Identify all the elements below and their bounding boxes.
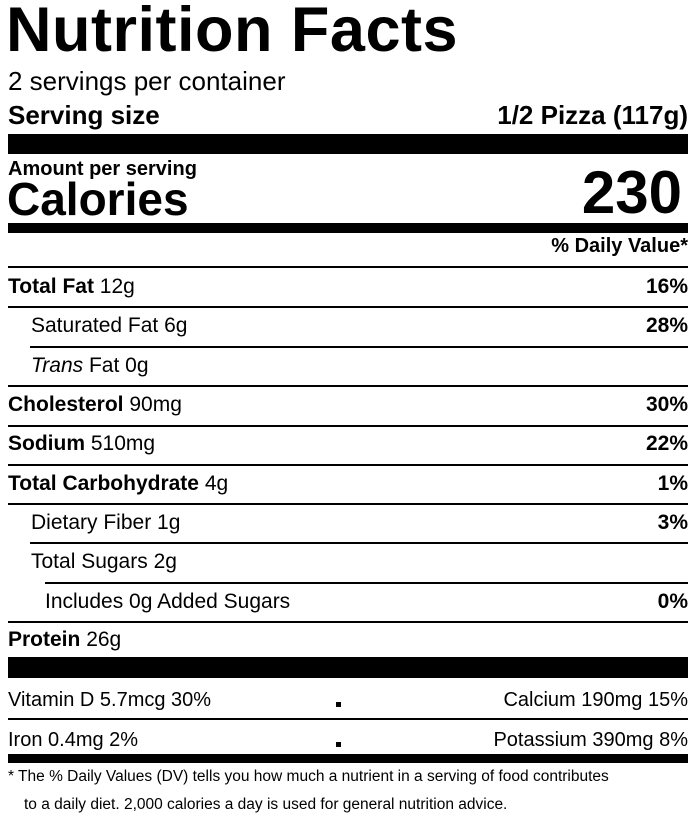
nutrient-row: Total Fat 12g 16% [8,274,688,300]
divider [8,503,688,505]
nutrient-amount: 26g [86,628,122,651]
daily-value-header: % Daily Value* [551,235,688,257]
calories-label: Calories [7,173,189,225]
nutrient-amount: 12g [99,275,135,298]
divider-medium [8,754,688,763]
nutrient-name: Dietary Fiber [31,511,152,534]
nutrient-name: Sodium [8,432,85,455]
serving-size-label: Serving size [8,100,160,130]
divider [8,385,688,387]
nutrient-dv: 28% [645,314,688,337]
vitamin: Iron 0.4mg 2% [8,729,139,751]
divider [8,306,688,308]
calories-value: 230 [581,159,682,226]
servings: 2 servings per container [8,66,286,96]
divider [30,542,688,544]
nutrient-row: Trans Fat 0g [31,353,688,379]
nutrient-name: Includes 0g Added Sugars [45,590,291,613]
nutrient-row: Total Sugars 2g [31,549,688,575]
nutrient-name: Saturated Fat [31,314,159,337]
nutrient-amount: 6g [164,314,188,337]
nutrient-row: Cholesterol 90mg 30% [8,392,688,418]
nutrient-row: Dietary Fiber 1g 3% [31,510,688,536]
nutrient-name: Protein [8,628,81,651]
footnote: * The % Daily Values (DV) tells you how … [8,768,609,785]
divider [8,621,688,623]
nutrient-name: Total Carbohydrate [8,472,199,495]
nutrient-dv: 30% [645,393,688,416]
divider-thick [8,134,688,154]
vitamin: Vitamin D 5.7mcg 30% [8,689,212,711]
divider-thick [8,657,688,678]
divider-medium [8,223,688,233]
divider [8,266,688,268]
vitamin-row: Iron 0.4mg 2% Potassium 390mg 8% [8,727,688,753]
nutrient-dv: 22% [645,432,688,455]
divider [8,718,688,720]
nutrient-row: Protein 26g [8,627,688,653]
nutrient-dv: 3% [657,511,688,534]
divider [45,582,688,584]
nutrient-dv: 16% [645,275,688,298]
vitamin: Potassium 390mg 8% [493,729,688,751]
vitamin-row: Vitamin D 5.7mcg 30% Calcium 190mg 15% [8,687,688,713]
serving-size: 1/2 Pizza (117g) [497,100,688,130]
nutrient-amount: 1g [157,511,181,534]
footnote: to a daily diet. 2,000 calories a day is… [24,796,508,813]
bullet [336,742,341,747]
nutrient-dv: 0% [657,590,688,613]
nutrient-row: Saturated Fat 6g 28% [31,313,688,339]
nutrient-name: Fat [88,354,120,377]
nutrient-amount: 510mg [90,432,156,455]
nutrient-amount: 0g [125,354,149,377]
divider [8,425,688,427]
nutrient-amount: 4g [204,472,229,495]
vitamin: Calcium 190mg 15% [503,689,688,711]
nutrient-name: Total Sugars [31,550,148,573]
title: Nutrition Facts [6,0,459,65]
divider [8,464,688,466]
nutrient-row: Includes 0g Added Sugars 0% [45,589,688,615]
amount-label: Amount per serving [8,158,197,180]
divider [30,346,688,348]
nutrient-amount: 2g [153,550,177,573]
nutrient-row: Sodium 510mg 22% [8,431,688,457]
bullet [336,702,341,707]
nutrient-name: Cholesterol [8,393,124,416]
nutrient-name: Total Fat [8,275,94,298]
nutrient-dv: 1% [657,472,688,495]
nutrient-name-italic: Trans [31,354,84,377]
nutrient-amount: 90mg [129,393,182,416]
nutrient-row: Total Carbohydrate 4g 1% [8,471,688,497]
